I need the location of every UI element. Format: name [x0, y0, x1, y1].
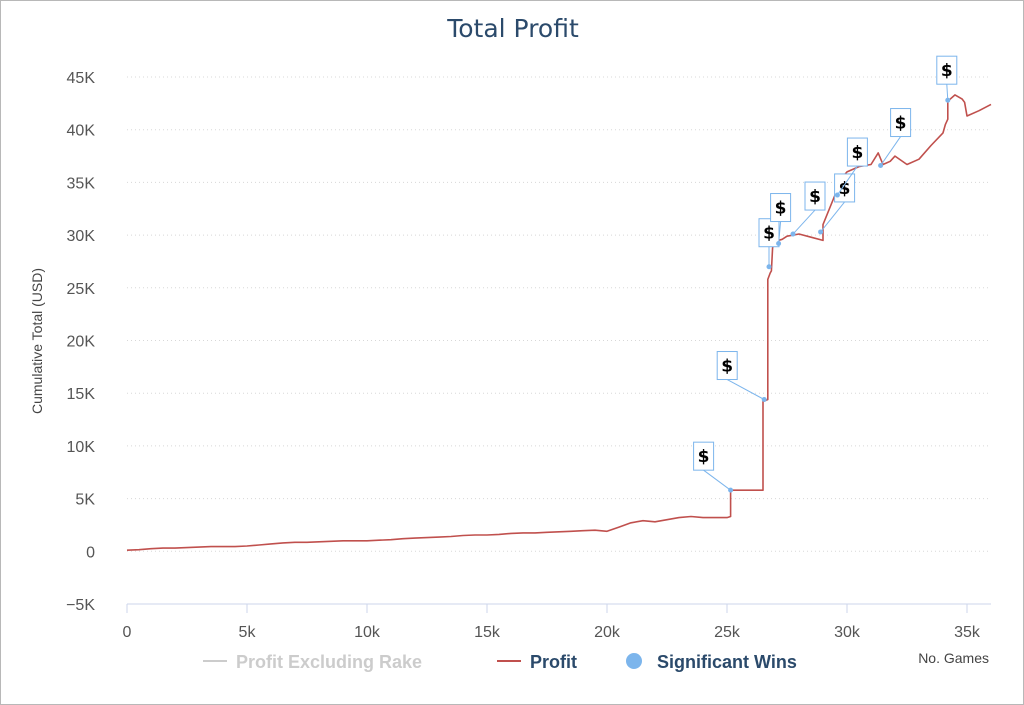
y-tick-label: −5K [66, 597, 95, 614]
x-tick-label: 30k [834, 624, 861, 641]
flag-connector [792, 209, 816, 235]
flag-box [846, 137, 868, 167]
x-tick-label: 35k [954, 624, 981, 641]
significant-win-point [878, 163, 884, 169]
flag-box [936, 55, 958, 85]
flag-label: $ [839, 179, 851, 199]
y-tick-label: 20K [67, 334, 96, 351]
x-tick-label: 5k [239, 624, 257, 641]
significant-win-flag: $ [936, 55, 958, 103]
significant-win-flag: $ [790, 181, 826, 237]
y-tick-label: 25K [67, 281, 96, 298]
significant-win-flag: $ [758, 218, 780, 270]
significant-win-point [766, 264, 772, 270]
flag-connector [836, 165, 858, 196]
flag-label: $ [809, 187, 821, 207]
x-tick-label: 0 [123, 624, 132, 641]
significant-win-point [945, 97, 951, 103]
flag-box [770, 193, 792, 223]
flag-label: $ [763, 224, 775, 244]
x-tick-label: 25k [714, 624, 741, 641]
flag-connector [820, 201, 845, 233]
y-tick-label: 30K [67, 228, 96, 245]
flag-label: $ [721, 357, 733, 377]
x-tick-label: 10k [354, 624, 381, 641]
y-tick-label: 15K [67, 386, 96, 403]
flag-label: $ [941, 61, 953, 81]
legend-label-profit: Profit [530, 652, 577, 672]
significant-win-flag: $ [693, 441, 734, 493]
flag-label: $ [698, 447, 710, 467]
significant-win-point [790, 231, 796, 237]
y-tick-label: 35K [67, 175, 96, 192]
flag-connector [880, 136, 902, 166]
flag-connector [778, 221, 782, 244]
y-tick-label: 5K [75, 492, 95, 509]
legend-label-significant-wins: Significant Wins [657, 652, 797, 672]
flag-connector [703, 469, 731, 491]
significant-win-flag: $ [878, 108, 912, 169]
flag-box [693, 441, 715, 471]
x-tick-label: 20k [594, 624, 621, 641]
significant-win-point [776, 241, 782, 247]
flag-connector [946, 84, 949, 101]
y-tick-label: 45K [67, 70, 96, 87]
flag-box [716, 351, 738, 381]
x-tick-label: 15k [474, 624, 501, 641]
flag-connector [726, 379, 765, 400]
significant-win-point [834, 192, 840, 198]
legend: Profit Excluding Rake Profit Significant W… [203, 652, 797, 672]
chart-title: Total Profit [446, 14, 579, 43]
significant-win-flags: $$$$$ $$$$ [693, 55, 958, 493]
significant-win-point [761, 397, 767, 403]
axes: −5K 0 5K 10K 15K 20K 25K 30K 35K 40K 45K 0 5k 10k 15k 2… [66, 70, 991, 641]
profit-line [126, 94, 992, 551]
series-layer [126, 94, 992, 551]
y-axis-label: Cumulative Total (USD) [29, 268, 45, 414]
significant-win-flag: $ [834, 137, 868, 198]
significant-win-point [728, 487, 734, 493]
legend-label-profit-excluding-rake: Profit Excluding Rake [236, 652, 422, 672]
legend-symbol-significant-wins [626, 653, 642, 669]
flag-label: $ [895, 114, 907, 134]
grid [127, 76, 991, 552]
y-tick-label: 10K [67, 439, 96, 456]
flag-label: $ [851, 143, 863, 163]
y-tick-label: 0 [86, 544, 95, 561]
flag-box [804, 181, 826, 211]
x-axis-label: No. Games [918, 650, 989, 666]
flag-box [890, 108, 912, 138]
significant-win-flag: $ [716, 351, 767, 403]
flag-label: $ [775, 199, 787, 219]
y-tick-label: 40K [67, 123, 96, 140]
significant-win-flag: $ [770, 193, 792, 247]
significant-win-point [818, 229, 824, 235]
flag-box [758, 218, 780, 248]
